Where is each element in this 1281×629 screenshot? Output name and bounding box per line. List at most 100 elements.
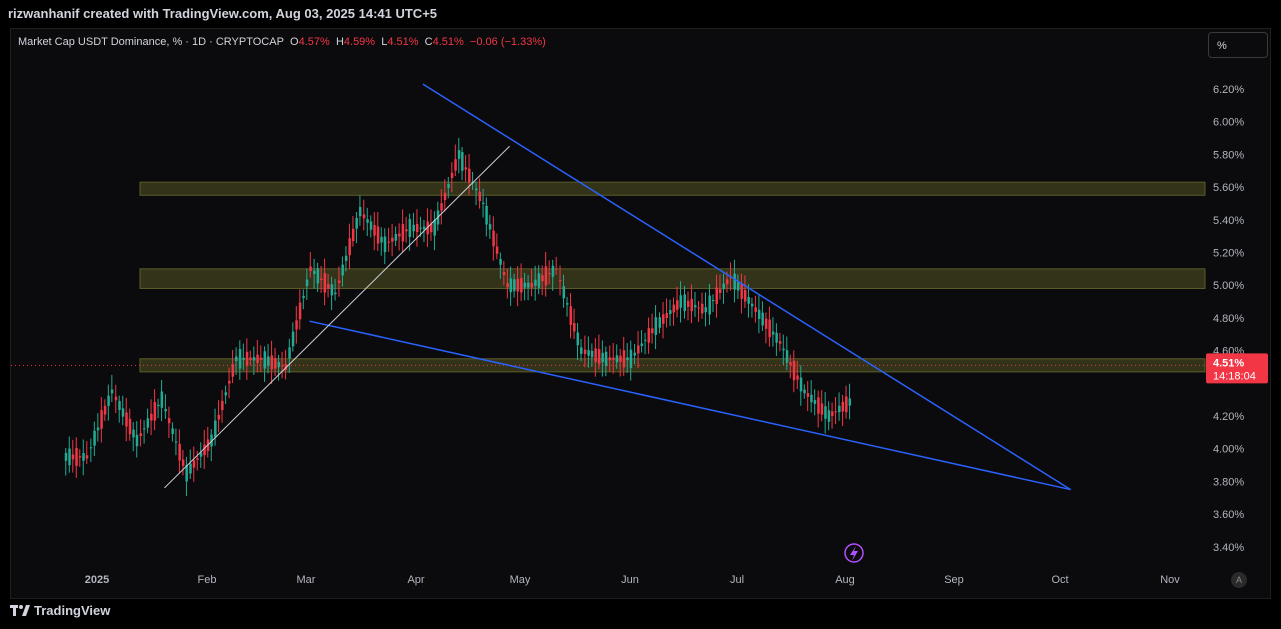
candle-body xyxy=(231,364,235,377)
y-tick-label: 6.00% xyxy=(1213,117,1244,129)
candle-body xyxy=(771,331,775,335)
high-value: 4.59% xyxy=(343,36,376,48)
candle-body xyxy=(848,398,852,406)
candle-body xyxy=(433,220,436,236)
plot-area[interactable] xyxy=(10,28,1271,599)
sr-zone-2 xyxy=(139,268,1206,289)
y-tick-label: 5.00% xyxy=(1213,280,1244,292)
candle-body xyxy=(185,464,188,482)
candle-body xyxy=(181,459,185,466)
candle-body xyxy=(622,350,626,368)
candle-body xyxy=(412,224,415,232)
candle-body xyxy=(118,401,121,410)
open-value: 4.57% xyxy=(298,36,330,48)
candle-body xyxy=(93,430,96,446)
candle-body xyxy=(718,289,722,293)
y-tick-label: 5.60% xyxy=(1213,182,1244,194)
price-tag-value: 4.51% xyxy=(1213,357,1244,369)
candle-body xyxy=(569,306,573,325)
candle-body xyxy=(366,219,369,223)
candle-body xyxy=(419,227,422,229)
candle-body xyxy=(810,394,813,403)
candle-body xyxy=(516,278,520,292)
upper-wedge-line xyxy=(422,83,1072,491)
candle-body xyxy=(167,418,171,424)
candle-body xyxy=(288,347,291,359)
candle-body xyxy=(740,283,743,299)
candle-body xyxy=(562,286,566,299)
sr-zone-1 xyxy=(139,181,1206,196)
candle-body xyxy=(355,217,358,229)
candle-body xyxy=(192,460,196,468)
candle-body xyxy=(654,317,658,335)
candle-body xyxy=(845,396,848,413)
candle-body xyxy=(750,303,754,307)
candle-body xyxy=(743,289,747,302)
auto-scale-button[interactable]: A xyxy=(1231,572,1247,588)
candle-body xyxy=(537,273,541,288)
footer-bar xyxy=(0,599,1281,629)
candle-body xyxy=(813,400,817,404)
candle-body xyxy=(789,362,792,365)
y-tick-label: 5.40% xyxy=(1213,215,1244,227)
support-trendline-line xyxy=(164,145,510,489)
x-tick-label: Aug xyxy=(835,574,855,586)
candle-body xyxy=(85,455,89,459)
candle-body xyxy=(408,219,412,237)
candle-body xyxy=(541,275,544,282)
candle-body xyxy=(551,265,555,277)
candle-body xyxy=(683,294,686,312)
header-bar: rizwanhanif created with TradingView.com… xyxy=(0,0,1281,28)
candle-body xyxy=(796,375,799,380)
candle-body xyxy=(523,282,527,288)
symbol-name[interactable]: Market Cap USDT Dominance, % · 1D · CRYP… xyxy=(18,36,284,48)
candle-body xyxy=(690,298,693,312)
candle-body xyxy=(817,397,820,414)
candle-body xyxy=(401,223,405,242)
candle-body xyxy=(806,393,810,397)
candle-body xyxy=(174,441,178,443)
open-label: O xyxy=(290,36,299,48)
candle-body xyxy=(96,427,100,431)
candle-body xyxy=(298,302,302,320)
tradingview-logo[interactable]: TradingView xyxy=(10,603,110,618)
candle-body xyxy=(284,364,288,370)
x-tick-label: Nov xyxy=(1160,574,1180,586)
close-label: C xyxy=(424,36,433,48)
y-tick-label: 4.20% xyxy=(1213,411,1244,423)
candle-body xyxy=(107,395,110,406)
candle-body xyxy=(203,444,206,456)
candle-body xyxy=(492,230,495,247)
candle-body xyxy=(708,295,711,315)
candle-body xyxy=(348,238,351,256)
candle-body xyxy=(334,292,337,295)
candle-body xyxy=(820,403,824,415)
candle-body xyxy=(520,277,523,293)
event-lightning-bolt xyxy=(850,546,858,561)
x-tick-label: Apr xyxy=(407,574,424,586)
candle-body xyxy=(252,357,256,361)
candle-body xyxy=(422,226,426,230)
candle-body xyxy=(573,323,576,332)
candle-body xyxy=(443,192,447,201)
scale-mode-button[interactable]: % xyxy=(1208,32,1268,58)
candle-body xyxy=(687,300,690,307)
candle-body xyxy=(320,278,323,281)
candle-body xyxy=(647,328,651,343)
candle-body xyxy=(782,348,785,351)
y-tick-label: 3.80% xyxy=(1213,476,1244,488)
lower-wedge-line xyxy=(309,320,1071,491)
candle-body xyxy=(644,339,647,341)
candle-body xyxy=(330,284,334,296)
candle-body xyxy=(468,168,471,183)
candle-body xyxy=(597,349,601,364)
candle-body xyxy=(238,348,242,369)
candle-body xyxy=(373,225,376,236)
candle-body xyxy=(662,314,665,324)
candle-body xyxy=(637,345,640,354)
candle-body xyxy=(701,303,704,314)
candle-body xyxy=(482,202,485,205)
candle-body xyxy=(210,434,213,447)
candle-body xyxy=(281,365,284,367)
candle-body xyxy=(440,203,443,211)
